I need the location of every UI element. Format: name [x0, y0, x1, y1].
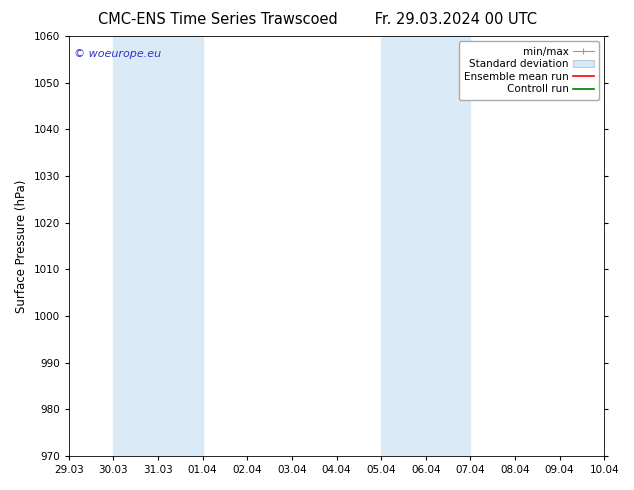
Bar [113, 36, 203, 456]
Legend: min/max, Standard deviation, Ensemble mean run, Controll run: min/max, Standard deviation, Ensemble me… [459, 41, 599, 99]
Text: CMC-ENS Time Series Trawscoed        Fr. 29.03.2024 00 UTC: CMC-ENS Time Series Trawscoed Fr. 29.03.… [98, 12, 536, 27]
Bar [381, 36, 470, 456]
Text: © woeurope.eu: © woeurope.eu [74, 49, 161, 59]
Y-axis label: Surface Pressure (hPa): Surface Pressure (hPa) [15, 179, 28, 313]
